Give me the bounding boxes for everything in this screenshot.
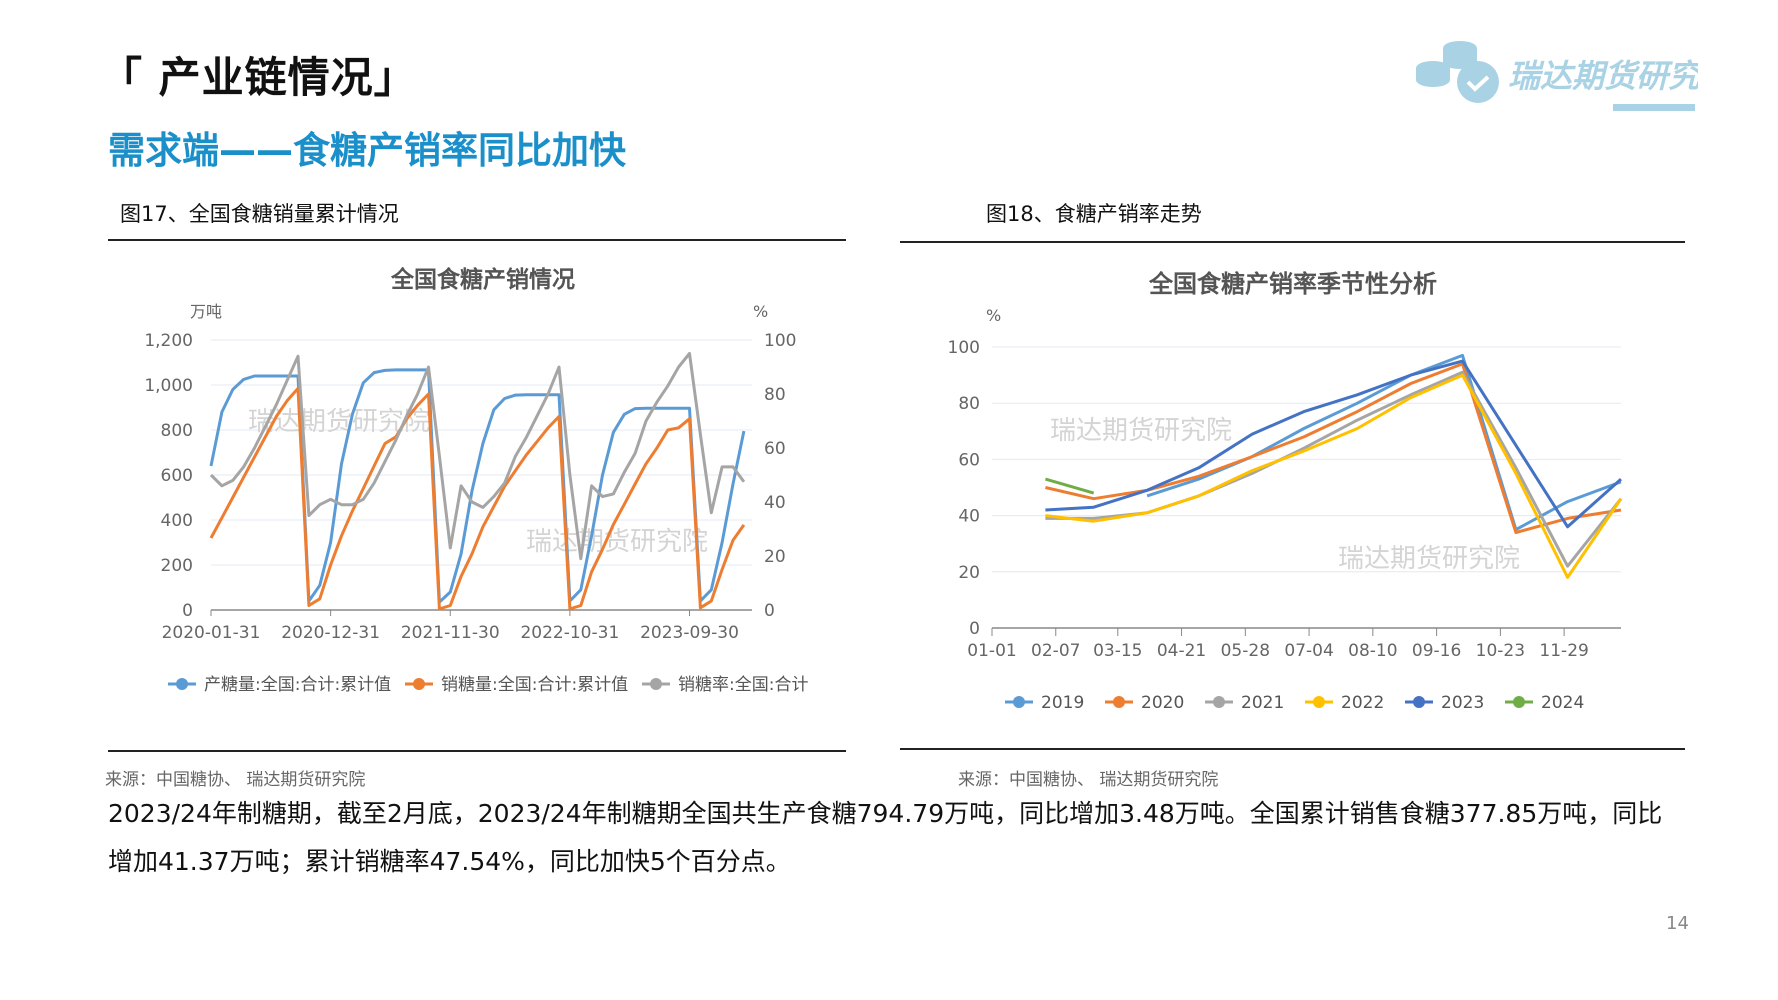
y-axis-unit: % — [986, 306, 1001, 325]
legend-label: 2021 — [1241, 693, 1284, 713]
y-tick-label: 1,200 — [144, 331, 193, 351]
series-line — [1045, 359, 1622, 529]
brand-logo: 瑞达期货研究院 — [1388, 32, 1737, 112]
y-tick-label: 20 — [958, 563, 980, 583]
legend-marker — [1113, 696, 1125, 708]
summary-paragraph: 2023/24年制糖期，截至2月底，2023/24年制糖期全国共生产食糖794.… — [108, 790, 1748, 886]
y-tick-label: 60 — [958, 450, 980, 470]
y-tick-label: 600 — [161, 466, 193, 486]
x-tick-label: 09-16 — [1412, 641, 1461, 661]
x-tick-label: 2020-01-31 — [162, 623, 261, 643]
y-tick-label: 800 — [161, 421, 193, 441]
legend-marker — [413, 678, 425, 690]
divider — [900, 241, 1685, 243]
y2-tick-label: 60 — [764, 439, 786, 459]
legend-label: 销糖率:全国:合计 — [678, 675, 808, 695]
y-tick-label: 0 — [969, 619, 980, 639]
page-subtitle: 需求端——食糖产销率同比加快 — [108, 129, 626, 172]
x-tick-label: 2023-09-30 — [640, 623, 739, 643]
series-line — [1045, 362, 1622, 534]
page-number: 14 — [1666, 913, 1689, 934]
y2-tick-label: 100 — [764, 331, 796, 351]
y2-tick-label: 80 — [764, 385, 786, 405]
figure-18-source: 来源：中国糖协、 瑞达期货研究院 — [958, 770, 1219, 790]
x-tick-label: 07-04 — [1284, 641, 1333, 661]
legend-marker — [1013, 696, 1025, 708]
divider — [108, 750, 846, 752]
legend-marker — [176, 678, 188, 690]
y-tick-label: 100 — [948, 338, 980, 358]
divider — [108, 239, 846, 241]
summary-line: 增加41.37万吨；累计销糖率47.54%，同比加快5个百分点。 — [108, 847, 791, 876]
series-line — [209, 386, 746, 611]
legend-marker — [1313, 696, 1325, 708]
summary-line: 2023/24年制糖期，截至2月底，2023/24年制糖期全国共生产食糖794.… — [108, 799, 1663, 828]
legend-label: 2020 — [1141, 693, 1184, 713]
legend-label: 2022 — [1341, 693, 1384, 713]
series-line — [1044, 477, 1095, 495]
x-tick-label: 11-29 — [1539, 641, 1588, 661]
figure-18-label: 图18、食糖产销率走势 — [986, 202, 1202, 226]
x-tick-label: 08-10 — [1348, 641, 1397, 661]
section-title: 「 产业链情况」 — [100, 53, 417, 102]
series-line — [209, 368, 746, 604]
y-tick-label: 80 — [958, 394, 980, 414]
legend-marker — [650, 678, 662, 690]
legend-marker — [1513, 696, 1525, 708]
y-axis-unit: 万吨 — [190, 302, 222, 321]
legend-label: 2024 — [1541, 693, 1584, 713]
coins-check-icon: 瑞达期货研究院 — [1416, 41, 1737, 111]
series-line — [1045, 373, 1623, 579]
figure-17-label: 图17、全国食糖销量累计情况 — [120, 202, 399, 226]
y2-axis-unit: % — [753, 302, 768, 321]
figure-17-source: 来源：中国糖协、 瑞达期货研究院 — [105, 770, 366, 790]
legend-label: 产糖量:全国:合计:累计值 — [204, 675, 391, 695]
watermark: 瑞达期货研究院 — [1050, 416, 1232, 446]
y-tick-label: 1,000 — [144, 376, 193, 396]
watermark: 瑞达期货研究院 — [526, 527, 708, 557]
watermark: 瑞达期货研究院 — [1338, 544, 1520, 574]
y-tick-label: 40 — [958, 507, 980, 527]
y2-tick-label: 0 — [764, 601, 775, 621]
y-tick-label: 400 — [161, 511, 193, 531]
x-tick-label: 10-23 — [1476, 641, 1525, 661]
legend-marker — [1413, 696, 1425, 708]
y2-tick-label: 20 — [764, 547, 786, 567]
chart-title: 全国食糖产销率季节性分析 — [1148, 270, 1437, 298]
y2-tick-label: 40 — [764, 493, 786, 513]
divider — [900, 748, 1685, 750]
x-tick-label: 01-01 — [967, 641, 1016, 661]
x-tick-label: 2020-12-31 — [281, 623, 380, 643]
y-tick-label: 0 — [182, 601, 193, 621]
chart-title: 全国食糖产销情况 — [390, 266, 575, 293]
legend-label: 2019 — [1041, 693, 1084, 713]
x-tick-label: 05-28 — [1221, 641, 1270, 661]
x-tick-label: 03-15 — [1093, 641, 1142, 661]
y-tick-label: 200 — [161, 556, 193, 576]
svg-text:瑞达期货研究院: 瑞达期货研究院 — [1508, 57, 1698, 95]
sales-rate-seasonal-chart: 全国食糖产销率季节性分析% 0 20 40 60 80 100 01-01 02-07 03-15… — [948, 270, 1623, 713]
legend-label: 销糖量:全国:合计:累计值 — [441, 675, 628, 695]
legend-label: 2023 — [1441, 693, 1484, 713]
x-tick-label: 02-07 — [1031, 641, 1080, 661]
series-line — [209, 352, 746, 561]
legend-marker — [1213, 696, 1225, 708]
x-tick-label: 04-21 — [1157, 641, 1206, 661]
x-tick-label: 2021-11-30 — [401, 623, 500, 643]
x-tick-label: 2022-10-31 — [520, 623, 619, 643]
